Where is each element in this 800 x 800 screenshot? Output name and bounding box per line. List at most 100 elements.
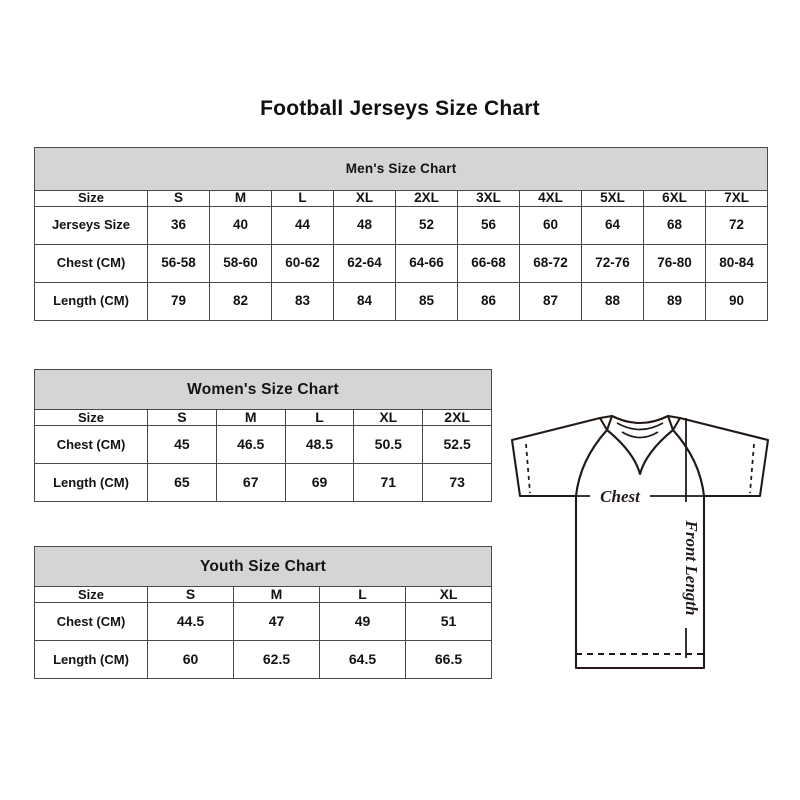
table-caption-row: Youth Size Chart	[33, 546, 493, 587]
cell: 90	[704, 281, 769, 321]
cell: 76-80	[643, 243, 706, 283]
row-label-length: Length (CM)	[34, 281, 148, 321]
row-label-length: Length (CM)	[34, 640, 148, 680]
cell: 79	[147, 281, 210, 321]
cell: 60-62	[271, 243, 334, 283]
cell: 58-60	[209, 243, 272, 283]
right-shoulder-seam	[666, 414, 682, 420]
cell: 46.5	[215, 425, 286, 465]
mens-size-chart-table: Men's Size Chart Size S M L XL 2XL 3XL 4…	[33, 147, 769, 321]
cell: 72-76	[581, 243, 644, 283]
cell: 45	[147, 425, 217, 465]
column-header-xl: XL	[353, 408, 424, 427]
column-header-m: M	[209, 190, 272, 207]
column-header-2xl: 2XL	[422, 408, 493, 427]
cell: 65	[147, 463, 217, 503]
cell: 60	[147, 640, 234, 680]
cell: 64.5	[319, 640, 406, 680]
cell: 73	[422, 463, 493, 503]
table-row: Chest (CM) 56-58 58-60 60-62 62-64 64-66…	[34, 243, 769, 283]
cell: 62-64	[333, 243, 396, 283]
cell: 60	[519, 205, 582, 245]
row-label-chest: Chest (CM)	[34, 243, 148, 283]
cell: 52.5	[422, 425, 493, 465]
column-header-xl: XL	[333, 190, 396, 207]
cell: 52	[395, 205, 458, 245]
table-caption-row: Men's Size Chart	[33, 147, 769, 191]
cell: 36	[147, 205, 210, 245]
womens-table-caption: Women's Size Chart	[33, 369, 493, 410]
cell: 68-72	[519, 243, 582, 283]
cell: 66.5	[404, 640, 493, 680]
collar-rib-inner	[621, 431, 659, 439]
table-row: Chest (CM) 44.5 47 49 51	[34, 602, 493, 642]
cell: 87	[519, 281, 582, 321]
cell: 80-84	[704, 243, 769, 283]
table-row: Length (CM) 60 62.5 64.5 66.5	[34, 640, 493, 680]
column-header-s: S	[147, 190, 210, 207]
cell: 44.5	[147, 602, 234, 642]
table-header-row: Size S M L XL 2XL	[34, 408, 493, 427]
row-label-length: Length (CM)	[34, 463, 148, 503]
cell: 62.5	[233, 640, 320, 680]
collar-rib-outer	[616, 422, 664, 431]
column-header-l: L	[319, 585, 406, 604]
page-title: Football Jerseys Size Chart	[260, 97, 540, 120]
womens-size-chart-table: Women's Size Chart Size S M L XL 2XL Che…	[33, 369, 493, 503]
cell: 69	[284, 463, 355, 503]
cell: 51	[404, 602, 493, 642]
table-row: Length (CM) 79 82 83 84 85 86 87 88 89 9…	[34, 281, 769, 321]
column-header-size: Size	[34, 585, 148, 604]
cell: 82	[209, 281, 272, 321]
cell: 44	[271, 205, 334, 245]
cell: 48	[333, 205, 396, 245]
cell: 56-58	[147, 243, 210, 283]
column-header-l: L	[271, 190, 334, 207]
left-shoulder-seam	[598, 414, 614, 420]
row-label-chest: Chest (CM)	[34, 425, 148, 465]
cell: 67	[215, 463, 286, 503]
body-outline	[574, 494, 706, 670]
cell: 47	[233, 602, 320, 642]
table-header-row: Size S M L XL	[34, 585, 493, 604]
jersey-measurement-diagram: Chest Front Length	[500, 400, 780, 690]
cell: 86	[457, 281, 520, 321]
youth-table-caption: Youth Size Chart	[33, 546, 493, 587]
front-length-label: Front Length	[682, 520, 701, 616]
cell: 72	[704, 205, 769, 245]
column-header-size: Size	[34, 190, 148, 207]
column-header-6xl: 6XL	[643, 190, 706, 207]
cell: 64	[581, 205, 644, 245]
right-sleeve-outline	[671, 416, 770, 498]
table-header-row: Size S M L XL 2XL 3XL 4XL 5XL 6XL 7XL	[34, 190, 769, 207]
cell: 85	[395, 281, 458, 321]
cell: 83	[271, 281, 334, 321]
left-armhole-seam	[575, 429, 608, 497]
mens-table-caption: Men's Size Chart	[33, 147, 769, 191]
cell: 49	[319, 602, 406, 642]
right-cuff-stitch	[749, 443, 755, 494]
cell: 40	[209, 205, 272, 245]
row-label-jerseys-size: Jerseys Size	[34, 205, 148, 245]
table-row: Chest (CM) 45 46.5 48.5 50.5 52.5	[34, 425, 493, 465]
column-header-m: M	[233, 585, 320, 604]
column-header-4xl: 4XL	[519, 190, 582, 207]
column-header-5xl: 5XL	[581, 190, 644, 207]
column-header-s: S	[147, 408, 217, 427]
column-header-3xl: 3XL	[457, 190, 520, 207]
right-armhole-seam	[672, 429, 705, 497]
column-header-2xl: 2XL	[395, 190, 458, 207]
column-header-7xl: 7XL	[704, 190, 769, 207]
cell: 71	[353, 463, 424, 503]
cell: 66-68	[457, 243, 520, 283]
cell: 84	[333, 281, 396, 321]
cell: 88	[581, 281, 644, 321]
column-header-xl: XL	[404, 585, 493, 604]
cell: 64-66	[395, 243, 458, 283]
cell: 89	[643, 281, 706, 321]
left-sleeve-outline	[510, 416, 609, 498]
cell: 50.5	[353, 425, 424, 465]
youth-size-chart-table: Youth Size Chart Size S M L XL Chest (CM…	[33, 546, 493, 680]
column-header-s: S	[147, 585, 234, 604]
table-caption-row: Women's Size Chart	[33, 369, 493, 410]
